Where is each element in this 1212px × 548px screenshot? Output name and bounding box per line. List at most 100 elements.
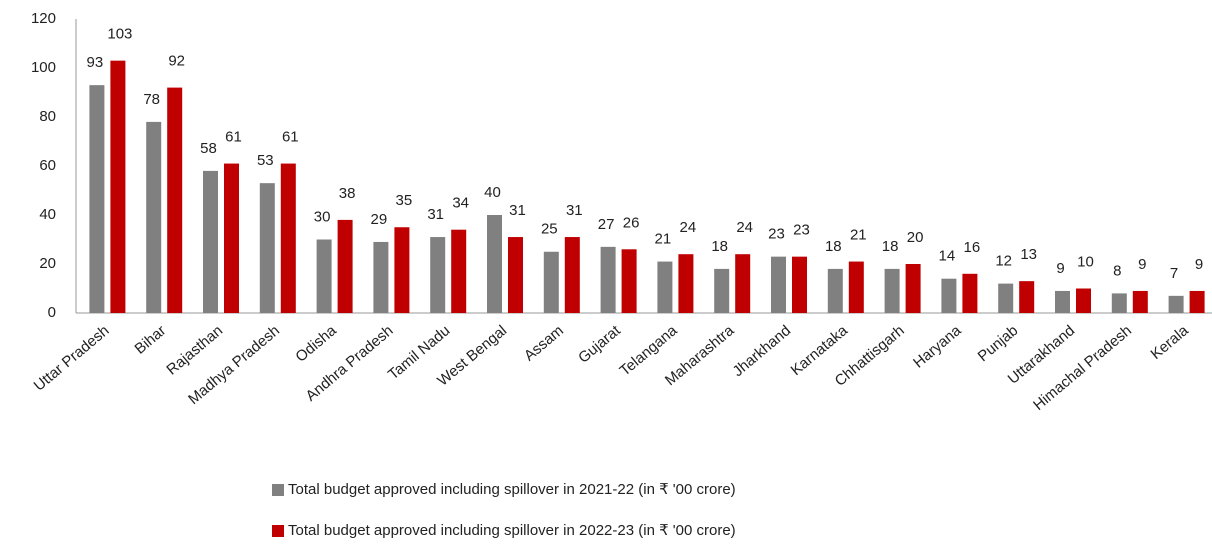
data-label: 53 (257, 152, 274, 169)
data-label: 10 (1077, 253, 1094, 270)
bar (1019, 281, 1035, 313)
legend-label: Total budget approved including spillove… (288, 522, 736, 539)
data-label: 9 (1138, 256, 1146, 273)
data-label: 34 (452, 195, 469, 212)
bar (735, 254, 751, 313)
bar (508, 237, 523, 313)
data-label: 9 (1195, 256, 1203, 273)
legend-label: Total budget approved including spillove… (288, 481, 736, 498)
data-label: 23 (768, 226, 785, 243)
y-tick-label: 80 (39, 108, 56, 125)
data-label: 16 (964, 239, 981, 256)
x-tick-label: Uttar Pradesh (31, 322, 113, 395)
bar (657, 261, 673, 313)
data-label: 31 (427, 206, 444, 223)
bar (203, 170, 218, 313)
bar (564, 237, 580, 313)
bar (827, 268, 843, 313)
data-label: 14 (939, 248, 956, 265)
bar (848, 261, 864, 313)
data-label: 92 (168, 53, 185, 70)
data-label: 30 (314, 208, 331, 225)
data-label: 21 (850, 227, 867, 244)
data-label: 20 (907, 229, 924, 246)
data-label: 103 (107, 26, 132, 43)
bar (337, 219, 353, 313)
data-label: 12 (995, 253, 1012, 270)
data-label: 25 (541, 221, 558, 238)
data-label: 23 (793, 222, 810, 239)
bar (600, 246, 616, 313)
legend-swatch (272, 484, 284, 496)
data-label: 35 (396, 192, 413, 209)
bar (1111, 293, 1127, 313)
y-tick-label: 60 (39, 157, 56, 174)
x-tick-label: Jharkhand (730, 322, 795, 380)
data-label: 21 (655, 231, 672, 248)
y-tick-label: 100 (31, 59, 56, 76)
data-label: 13 (1020, 246, 1037, 263)
data-label: 18 (882, 238, 899, 255)
data-label: 38 (339, 185, 356, 202)
bar (316, 239, 332, 313)
data-label: 26 (623, 214, 640, 231)
bar (1189, 290, 1205, 313)
bar (451, 229, 467, 313)
y-tick-label: 40 (39, 206, 56, 223)
bar (905, 264, 921, 313)
data-label: 31 (509, 202, 526, 219)
bar (1132, 290, 1148, 313)
bar (678, 254, 694, 313)
x-tick-label: Gujarat (575, 322, 624, 367)
data-label: 7 (1170, 265, 1178, 282)
x-tick-label: Kerala (1148, 322, 1193, 363)
x-tick-label: Punjab (975, 322, 1022, 365)
data-label: 40 (484, 184, 501, 201)
bar (1168, 295, 1184, 313)
bar (167, 87, 183, 313)
y-tick-label: 20 (39, 255, 56, 272)
bar (621, 249, 637, 313)
data-label: 58 (200, 140, 217, 157)
bar (487, 215, 502, 313)
bar (373, 241, 389, 313)
bar (430, 237, 446, 313)
x-tick-label: Assam (521, 322, 567, 364)
bar (998, 283, 1014, 313)
legend-swatch (272, 525, 284, 537)
bar (394, 227, 410, 313)
data-label: 31 (566, 202, 583, 219)
bar (792, 256, 807, 313)
data-label: 78 (143, 91, 160, 108)
bar (1076, 288, 1091, 313)
data-label: 61 (282, 129, 299, 146)
bar (110, 60, 126, 314)
bar (941, 278, 957, 313)
y-tick-label: 0 (48, 304, 56, 321)
bar (962, 273, 978, 313)
data-label: 61 (225, 129, 242, 146)
bar (146, 121, 162, 314)
bar (543, 251, 559, 313)
data-label: 27 (598, 216, 615, 233)
x-tick-label: Odisha (292, 322, 340, 366)
data-label: 9 (1056, 260, 1064, 277)
bar (280, 163, 296, 313)
bar (1055, 290, 1070, 313)
data-label: 24 (680, 219, 697, 236)
x-tick-label: Himachal Pradesh (1030, 322, 1135, 414)
bar (714, 268, 730, 313)
bar (259, 183, 275, 313)
data-label: 93 (87, 54, 104, 71)
data-label: 18 (711, 238, 728, 255)
data-label: 24 (736, 219, 753, 236)
x-tick-label: Haryana (910, 322, 965, 372)
data-label: 18 (825, 238, 842, 255)
x-tick-label: Bihar (132, 322, 170, 358)
data-label: 29 (371, 211, 388, 228)
data-label: 8 (1113, 262, 1121, 279)
bar (89, 85, 105, 314)
bar (224, 163, 239, 313)
bar (771, 256, 786, 313)
